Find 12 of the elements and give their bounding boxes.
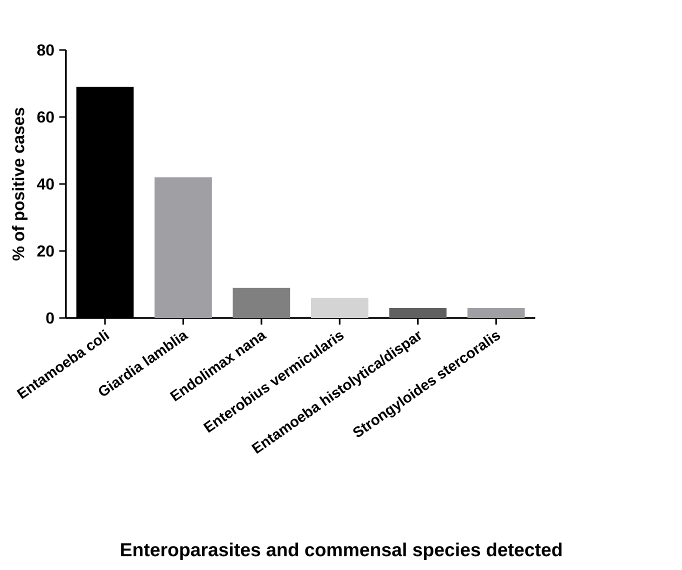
y-tick-label: 0 xyxy=(46,312,54,324)
y-axis-title: % of positive cases xyxy=(12,108,28,260)
x-axis-title: Enteroparasites and commensal species detected xyxy=(121,542,562,560)
y-tick-label: 20 xyxy=(37,245,54,257)
y-tick-label: 40 xyxy=(36,178,54,190)
bar xyxy=(467,308,525,318)
bar xyxy=(232,288,290,318)
y-tick-label: 60 xyxy=(37,111,54,123)
bar xyxy=(311,298,368,318)
bar xyxy=(154,177,212,318)
bar xyxy=(389,308,447,318)
y-tick-label: 80 xyxy=(37,44,54,56)
